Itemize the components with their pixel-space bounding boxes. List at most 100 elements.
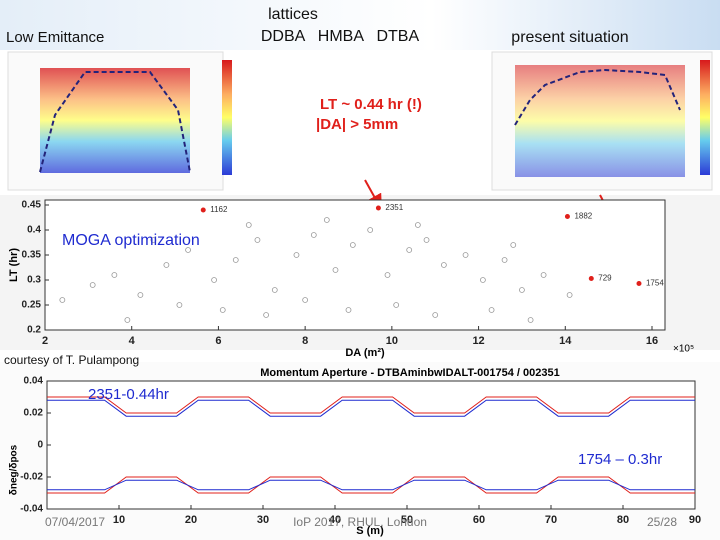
point bbox=[302, 297, 309, 303]
point bbox=[367, 227, 374, 233]
line bbox=[47, 399, 695, 417]
point bbox=[137, 292, 144, 298]
x-multiplier: ×10⁵ bbox=[673, 344, 694, 355]
point bbox=[393, 302, 400, 308]
y-tick-label: 0.25 bbox=[22, 300, 42, 311]
y-tick-label: 0.45 bbox=[22, 200, 42, 211]
plot-area bbox=[44, 199, 666, 331]
annotation: 2351-0.44hr bbox=[88, 386, 169, 403]
point bbox=[488, 307, 495, 313]
x-tick-label: 40 bbox=[329, 514, 341, 526]
footer-page: 25/28 bbox=[647, 515, 677, 529]
line bbox=[47, 479, 695, 491]
point bbox=[245, 222, 252, 228]
point bbox=[406, 247, 413, 253]
point bbox=[211, 277, 217, 283]
point bbox=[219, 307, 226, 313]
point bbox=[566, 292, 573, 298]
x-tick-label: 14 bbox=[559, 335, 572, 347]
y-tick-label: 0.4 bbox=[27, 225, 41, 236]
y-tick-label: 0.02 bbox=[24, 408, 44, 419]
point bbox=[310, 232, 317, 238]
point bbox=[332, 267, 339, 273]
header-center: DDBA HMBA DTBA bbox=[261, 28, 420, 45]
point bbox=[375, 205, 381, 211]
point bbox=[124, 317, 131, 323]
thumbnail-right bbox=[491, 51, 713, 191]
point bbox=[345, 307, 352, 313]
y-tick-label: 0.04 bbox=[24, 376, 44, 387]
point bbox=[564, 214, 570, 219]
footer-date: 07/04/2017 bbox=[45, 515, 105, 529]
point bbox=[200, 207, 206, 213]
x-tick-label: 4 bbox=[129, 335, 136, 347]
chart-title: Momentum Aperture - DTBAminbwIDALT-00175… bbox=[260, 367, 560, 379]
point-label: 2351 bbox=[385, 203, 403, 212]
x-tick-label: 60 bbox=[473, 514, 485, 526]
x-tick-label: 20 bbox=[185, 514, 197, 526]
point-label: 1162 bbox=[210, 205, 228, 214]
plot-area bbox=[46, 380, 696, 510]
point-label: 1882 bbox=[574, 212, 592, 221]
header-center: lattices bbox=[268, 6, 318, 23]
point bbox=[540, 272, 547, 278]
point bbox=[254, 237, 261, 243]
line bbox=[47, 396, 695, 414]
y-tick-label: 0 bbox=[37, 440, 43, 451]
point bbox=[150, 237, 157, 243]
y-tick-label: -0.04 bbox=[20, 504, 43, 515]
x-tick-label: 8 bbox=[302, 335, 308, 347]
x-tick-label: 80 bbox=[617, 514, 629, 526]
y-axis-label: δneg/δpos bbox=[9, 444, 20, 495]
point-label: 1754 bbox=[646, 279, 664, 288]
point bbox=[59, 297, 66, 303]
x-tick-label: 10 bbox=[386, 335, 398, 347]
point bbox=[480, 277, 486, 283]
point bbox=[519, 287, 525, 293]
x-tick-label: 90 bbox=[689, 514, 701, 526]
footer-venue: IoP 2017, RHUL, London bbox=[293, 515, 427, 529]
point bbox=[636, 281, 642, 286]
point bbox=[293, 252, 300, 258]
x-tick-label: 2 bbox=[42, 335, 48, 347]
point-label: 729 bbox=[598, 274, 612, 283]
x-axis-label: DA (m²) bbox=[345, 347, 385, 359]
header-left: Low Emittance bbox=[6, 29, 104, 46]
x-tick-label: 12 bbox=[472, 335, 484, 347]
thumbnail-left bbox=[7, 51, 232, 191]
x-tick-label: 16 bbox=[646, 335, 658, 347]
x-tick-label: 6 bbox=[215, 335, 221, 347]
point bbox=[163, 262, 170, 268]
y-tick-label: 0.35 bbox=[22, 250, 42, 261]
point bbox=[263, 312, 270, 318]
point bbox=[440, 262, 447, 268]
charts: 2 4 6 8 10 12 14 16 0.2 0.25 0.3 0.35 0.4 0.45 1162 235… bbox=[8, 199, 701, 537]
y-tick-label: -0.02 bbox=[20, 472, 43, 483]
point bbox=[232, 257, 239, 263]
callout: LT ~ 0.44 hr (!) bbox=[320, 96, 422, 113]
point bbox=[111, 272, 118, 278]
point bbox=[349, 242, 356, 248]
point bbox=[323, 217, 330, 223]
point bbox=[588, 276, 594, 281]
point bbox=[185, 247, 191, 253]
callout: |DA| > 5mm bbox=[316, 116, 398, 133]
point bbox=[89, 282, 96, 288]
point bbox=[384, 272, 391, 278]
point bbox=[432, 312, 439, 318]
y-axis-label: LT (hr) bbox=[8, 248, 20, 282]
x-tick-label: 10 bbox=[113, 514, 125, 526]
header-right: present situation bbox=[511, 29, 628, 46]
point bbox=[176, 302, 183, 308]
annotation: MOGA optimization bbox=[62, 232, 200, 249]
line bbox=[47, 476, 695, 494]
x-tick-label: 70 bbox=[545, 514, 557, 526]
annotation: 1754 – 0.3hr bbox=[578, 451, 662, 468]
point bbox=[501, 257, 508, 263]
y-tick-label: 0.2 bbox=[27, 325, 41, 336]
point bbox=[527, 317, 534, 323]
point bbox=[414, 222, 421, 228]
credit: courtesy of T. Pulampong bbox=[4, 353, 139, 367]
point bbox=[423, 237, 430, 243]
